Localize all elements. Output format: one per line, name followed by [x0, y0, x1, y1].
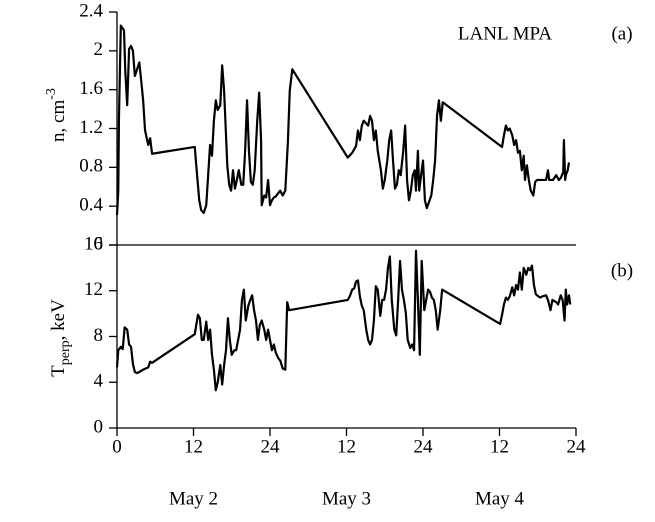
y-tick-label: 2.4: [79, 0, 103, 21]
data-line: [115, 24, 571, 215]
y-tick-label: 12: [84, 279, 103, 300]
y-axis-title-sup: -3: [44, 88, 59, 100]
day-label: May 4: [475, 488, 525, 509]
data-line: [115, 249, 572, 392]
y-axis-title: Tperp, keV: [48, 299, 73, 377]
y-tick-label: 0: [94, 416, 104, 437]
y-axis-title: n, cm-3: [44, 88, 69, 142]
x-tick-label: 12: [337, 436, 356, 457]
chart-title: LANL MPA: [458, 23, 552, 44]
y-tick-label: 0.8: [79, 156, 103, 177]
y-axis-title-suffix: , keV: [48, 299, 69, 340]
day-label: May 2: [169, 488, 218, 509]
y-tick-label: 0: [94, 233, 104, 254]
y-axis-title-sub: perp: [58, 340, 73, 365]
panel-label: (a): [611, 23, 632, 44]
x-tick-label: 12: [490, 436, 509, 457]
x-tick-label: 0: [112, 436, 122, 457]
x-tick-label: 24: [567, 436, 587, 457]
x-tick-label: 12: [184, 436, 203, 457]
y-tick-label: 1.2: [79, 117, 103, 138]
y-tick-label: 8: [94, 325, 104, 346]
x-tick-label: 24: [414, 436, 434, 457]
panel-label: (b): [611, 260, 633, 281]
y-tick-label: 2: [94, 39, 104, 60]
x-tick-label: 24: [261, 436, 281, 457]
y-tick-label: 16: [84, 233, 103, 254]
y-axis-title-text: T: [48, 365, 69, 377]
y-tick-label: 1.6: [79, 78, 103, 99]
y-tick-label: 0.4: [79, 195, 103, 216]
y-axis-title-text: n, cm: [48, 100, 69, 142]
y-tick-label: 4: [94, 371, 104, 392]
day-label: May 3: [322, 488, 371, 509]
